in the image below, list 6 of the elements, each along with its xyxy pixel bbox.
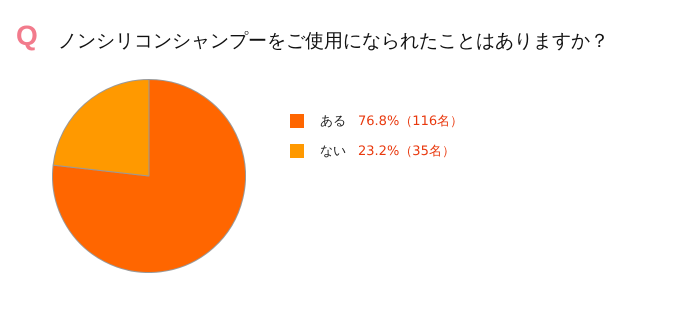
legend-label: ある	[320, 113, 347, 130]
chart-title: ノンシリコンシャンプーをご使用になられたことはありますか？	[58, 29, 609, 54]
text: Q	[16, 20, 38, 52]
data-label: 23.2%（35名）	[358, 143, 455, 160]
data-label: 76.8%（116名）	[358, 113, 464, 130]
legend-label: ない	[320, 143, 347, 160]
